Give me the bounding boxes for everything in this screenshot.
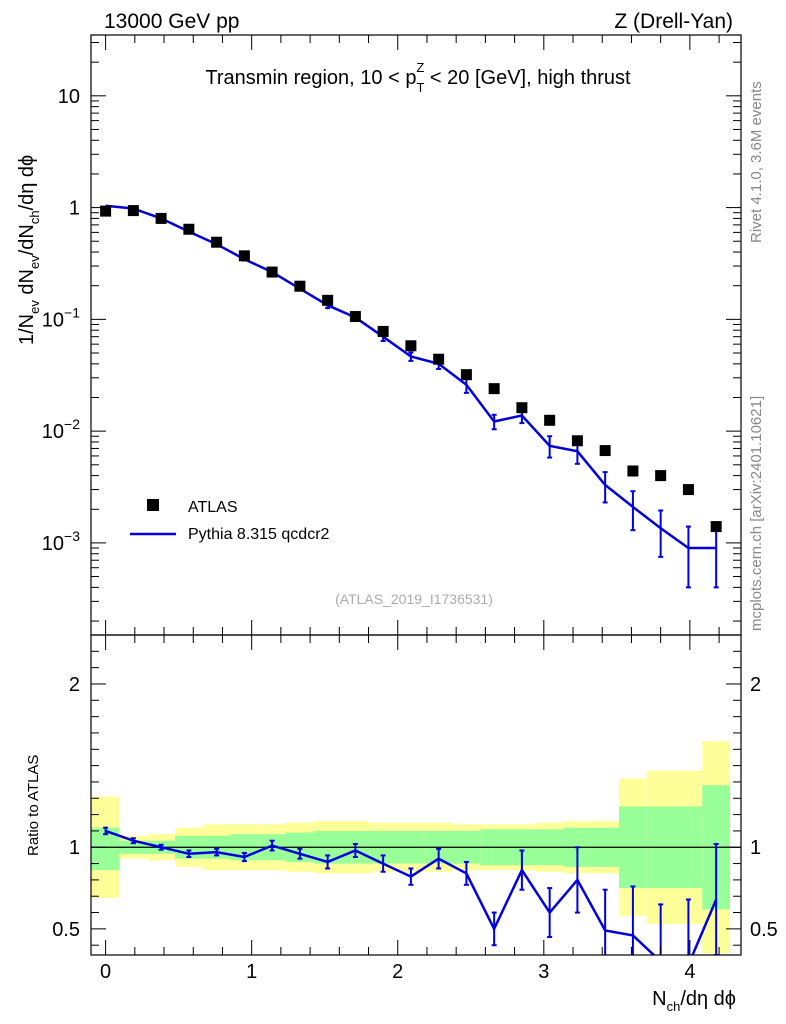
atlas-marker (571, 435, 583, 447)
atlas-marker (544, 414, 556, 426)
legend-pythia-label: Pythia 8.315 qcdcr2 (188, 526, 330, 543)
ylabel-b: dN (16, 269, 38, 300)
atlas-marker (627, 465, 639, 477)
main-ytick-base: 10 (42, 421, 64, 443)
header-right: Z (Drell-Yan) (614, 10, 733, 33)
main-ytick-base: 10 (42, 533, 64, 555)
ratio-xtick-label: 0 (100, 961, 111, 983)
ratio-xtick-label: 2 (392, 961, 403, 983)
main-ytick-label: 10−3 (42, 528, 80, 555)
atlas-marker (599, 445, 611, 457)
title-sup: Z (416, 60, 424, 75)
title-post: < 20 [GeV], high thrust (424, 67, 631, 89)
xlabel-a-sub: ch (667, 999, 681, 1014)
atlas-marker (100, 205, 112, 217)
atlas-marker (349, 311, 361, 323)
xlabel-a: N (652, 988, 666, 1010)
main-ytick-label: 10−2 (42, 416, 80, 443)
main-ytick-exp: −2 (64, 416, 80, 432)
atlas-marker (377, 325, 389, 337)
atlas-marker (127, 205, 139, 217)
ratio-frame (90, 634, 742, 956)
atlas-marker (655, 470, 667, 482)
atlas-marker (183, 223, 195, 235)
ylabel-a: 1/N (16, 314, 38, 345)
ratio-xtick-label: 3 (538, 961, 549, 983)
atlas-marker (682, 484, 694, 496)
ratio-xtick-label: 1 (246, 961, 257, 983)
ratio-xlabel: Nch/dη dϕ (652, 988, 736, 1014)
pythia-line (105, 204, 717, 550)
header-left: 13000 GeV pp (104, 10, 239, 33)
ratio-ytick-label-left: 0.5 (52, 919, 80, 941)
atlas-marker (460, 369, 472, 381)
main-ytick-exp: −3 (64, 528, 80, 544)
ratio-ylabel: Ratio to ATLAS (25, 755, 42, 856)
ratio-panel: 2 2 1 1 0.5 0.5 0 1 2 3 4 (52, 634, 778, 983)
atlas-marker (433, 353, 445, 365)
main-ytick-label: 10−1 (42, 304, 80, 331)
main-ytick-exp: −1 (64, 304, 80, 320)
main-frame (90, 34, 742, 636)
ratio-series-group (103, 826, 719, 955)
title-sub: T (416, 80, 424, 95)
mcplots-label: mcplots.cern.ch [arXiv:2401.10621] (748, 396, 765, 631)
xlabel-b: /dη dϕ (680, 988, 736, 1010)
main-title: Transmin region, 10 < pTZ < 20 [GeV], hi… (205, 60, 631, 95)
watermark: (ATLAS_2019_I1736531) (335, 591, 493, 607)
legend-atlas-marker (147, 499, 159, 511)
legend-atlas-label: ATLAS (188, 499, 238, 516)
ylabel-a-sub: ev (27, 300, 42, 314)
atlas-marker (322, 294, 334, 306)
ratio-xtick-label: 4 (684, 961, 695, 983)
main-ytick-label: 1 (69, 198, 80, 220)
atlas-marker (211, 236, 223, 248)
atlas-marker (266, 266, 278, 278)
main-ytick-label: 10 (58, 86, 80, 108)
ylabel-d: /dη dϕ (16, 155, 38, 211)
ratio-ytick-label-right: 0.5 (750, 919, 778, 941)
ylabel-c-sub: ch (27, 210, 42, 224)
atlas-marker (238, 250, 250, 262)
atlas-marker (488, 383, 500, 395)
atlas-marker (294, 280, 306, 292)
main-ytick-base: 10 (42, 309, 64, 331)
legend: ATLAS Pythia 8.315 qcdcr2 (130, 499, 330, 543)
atlas-marker (155, 212, 167, 224)
main-ylabel: 1/Nev dNev/dNch/dη dϕ (16, 155, 42, 345)
atlas-marker (405, 340, 417, 352)
ylabel-b-sub: ev (27, 255, 42, 269)
title-pre: Transmin region, 10 < p (205, 67, 416, 89)
ratio-ytick-label-right: 1 (750, 837, 761, 859)
ylabel-c: /dN (16, 224, 38, 255)
atlas-marker (516, 402, 528, 414)
ratio-ytick-label-left: 2 (69, 674, 80, 696)
rivet-label: Rivet 4.1.0, 3.6M events (748, 81, 765, 243)
ratio-ytick-label-right: 2 (750, 674, 761, 696)
ratio-ytick-label-left: 1 (69, 837, 80, 859)
atlas-marker (710, 521, 722, 533)
